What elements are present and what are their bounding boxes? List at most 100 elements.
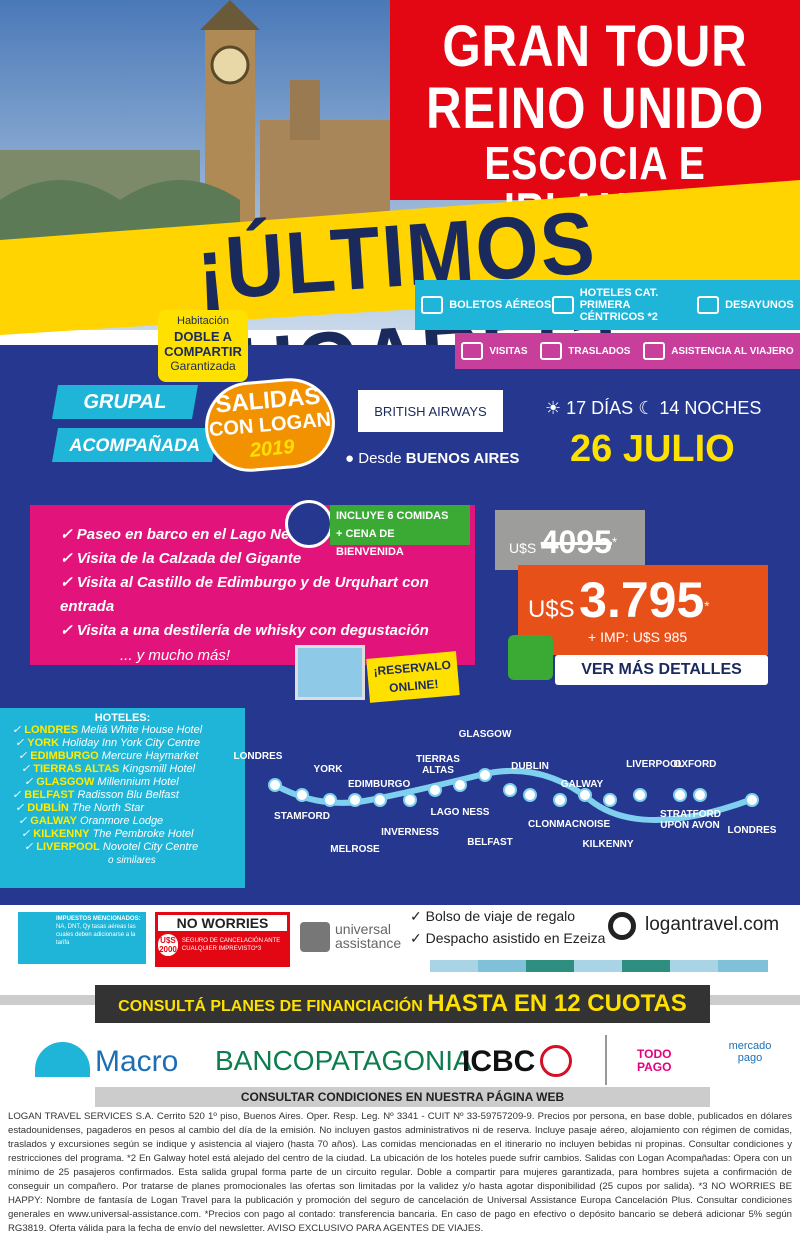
route-stop (633, 788, 647, 802)
include-item: HOTELES CAT. PRIMERA CÉNTRICOS *2 (551, 287, 697, 323)
route-city: BELFAST (467, 837, 513, 848)
price-amount: 3.795 (579, 572, 705, 628)
hotel-name: Kingsmill Hotel (122, 763, 196, 775)
route-stop (453, 778, 467, 792)
taxes: + IMP: U$S 985 (588, 629, 688, 645)
hotel-city: TIERRAS ALTAS (33, 763, 120, 775)
route-city: MELROSE (330, 844, 380, 855)
route-city: STAMFORD (274, 811, 330, 822)
perks: ✓ Bolso de viaje de regalo ✓ Despacho as… (410, 905, 605, 949)
hotel-row: ✓ LIVERPOOL Novotel City Centre (24, 841, 199, 853)
include-item: VISITAS (461, 342, 528, 360)
route-city: YORK (313, 764, 343, 775)
hotel-name: Oranmore Lodge (80, 815, 164, 827)
website[interactable]: logantravel.com (645, 914, 780, 935)
origin: ● Desde BUENOS AIRES (345, 450, 520, 467)
include-label: HOTELES CAT. PRIMERA CÉNTRICOS *2 (579, 287, 659, 323)
route-city: DUBLIN (511, 761, 549, 772)
no-worries-amount: U$S 2000 (158, 934, 178, 956)
hotel-city: YORK (27, 737, 60, 749)
badge-text: Habitación (177, 315, 229, 327)
deco-square (526, 960, 576, 972)
route-stop (523, 788, 537, 802)
price-box: U$S 3.795* + IMP: U$S 985 (518, 565, 768, 655)
deco-square (574, 960, 624, 972)
bank-name: BANCOPATAGONIA (215, 1045, 472, 1076)
route-stop (348, 793, 362, 807)
route-stop (603, 793, 617, 807)
include-item: ASISTENCIA AL VIAJERO (643, 342, 794, 360)
meals-box: INCLUYE 6 COMIDAS + CENA DE BIENVENIDA (330, 505, 470, 558)
universal-logo (300, 922, 330, 952)
route-stop (373, 793, 387, 807)
hotel-row: ✓ YORK Holiday Inn York City Centre (15, 737, 201, 749)
icon (697, 296, 720, 314)
include-label: ASISTENCIA AL VIAJERO (671, 345, 794, 357)
nights: 14 NOCHES (659, 398, 762, 418)
hotel-row: ✓ TIERRAS ALTAS Kingsmill Hotel (21, 763, 196, 775)
route-stop (403, 793, 417, 807)
badge-text: COMPARTIR (164, 344, 242, 359)
route-city: LONDRES (233, 751, 283, 762)
hotel-name: Mercure Haymarket (101, 750, 199, 762)
old-currency: U$S (509, 540, 537, 556)
no-worries-box: NO WORRIES U$S 2000 SEGURO DE CANCELACIÓ… (155, 912, 290, 967)
include-label: BOLETOS AÉREOS (449, 299, 552, 311)
perk: ✓ Bolso de viaje de regalo (410, 908, 576, 924)
hotel-name: Radisson Blu Belfast (77, 789, 179, 801)
route-city: CLONMACNOISE (528, 819, 611, 830)
includes-row: VISITAS TRASLADOS ASISTENCIA AL VIAJERO (455, 333, 800, 369)
icbc-logo (540, 1045, 572, 1077)
route-city: EDIMBURGO (348, 779, 411, 790)
route-city: STRATFORD UPON AVON (660, 809, 721, 831)
details-button[interactable]: VER MÁS DETALLES (555, 655, 768, 685)
hotel-city: GALWAY (30, 815, 77, 827)
bank-name: TODO PAGO (637, 1047, 672, 1074)
perk: ✓ Despacho asistido en Ezeiza (410, 930, 606, 946)
include-item: DESAYUNOS (697, 296, 794, 314)
hotel-city: EDIMBURGO (30, 750, 99, 762)
badge-text: Garantizada (170, 359, 236, 373)
bank-name: ICBC (462, 1045, 536, 1078)
meals-text: + CENA DE BIENVENIDA (336, 528, 404, 558)
universal-line: assistance (335, 935, 402, 951)
meal-icon (285, 500, 333, 548)
highlight-more: ... y mucho más! (120, 647, 231, 664)
title-box (390, 0, 800, 200)
days: 17 DÍAS (566, 398, 634, 418)
old-mark: * (611, 534, 618, 550)
price-mark: * (704, 598, 710, 614)
hotel-city: LONDRES (24, 724, 79, 736)
icon (540, 342, 563, 360)
perk-text: Bolso de viaje de regalo (425, 908, 576, 924)
taxes-box: IMPUESTOS MENCIONADOS: NA, DNT, Qy tasas… (18, 912, 146, 964)
hotel-name: Novotel City Centre (102, 841, 199, 853)
include-label: VISITAS (489, 345, 528, 357)
hotel-row: ✓ KILKENNY The Pembroke Hotel (21, 828, 194, 840)
conditions: CONSULTAR CONDICIONES EN NUESTRA PÁGINA … (95, 1087, 710, 1107)
hotel-city: BELFAST (24, 789, 75, 801)
title-line: GRAN TOUR (442, 14, 748, 79)
route-city: GLASGOW (458, 729, 512, 740)
macro-logo (35, 1042, 90, 1077)
hotel-name: Meliá White House Hotel (81, 724, 203, 736)
route-city: LONDRES (727, 825, 777, 836)
deco-square (478, 960, 528, 972)
include-label: TRASLADOS (568, 345, 631, 357)
route-city: OXFORD (673, 759, 717, 770)
route-city: TIERRAS ALTAS (416, 754, 460, 776)
route-city: INVERNESS (381, 827, 439, 838)
financing-main: HASTA EN 12 CUOTAS (427, 990, 687, 1017)
hotels-box: HOTELES: ✓ LONDRES Meliá White House Hot… (0, 708, 245, 888)
reserve-box: ¡RESERVALO ONLINE! (366, 651, 460, 703)
badge-text: DOBLE A (173, 329, 233, 344)
hotel-row: ✓ EDIMBURGO Mercure Haymarket (18, 750, 199, 762)
route-city: GALWAY (560, 779, 604, 790)
bank-name: Macro (95, 1045, 179, 1078)
highlight: Visita al Castillo de Edimburgo y de Urq… (60, 571, 475, 619)
route-stop (553, 793, 567, 807)
route-city: KILKENNY (582, 839, 634, 850)
origin-city: BUENOS AIRES (405, 450, 520, 467)
old-price: U$S 4095* (495, 510, 645, 570)
